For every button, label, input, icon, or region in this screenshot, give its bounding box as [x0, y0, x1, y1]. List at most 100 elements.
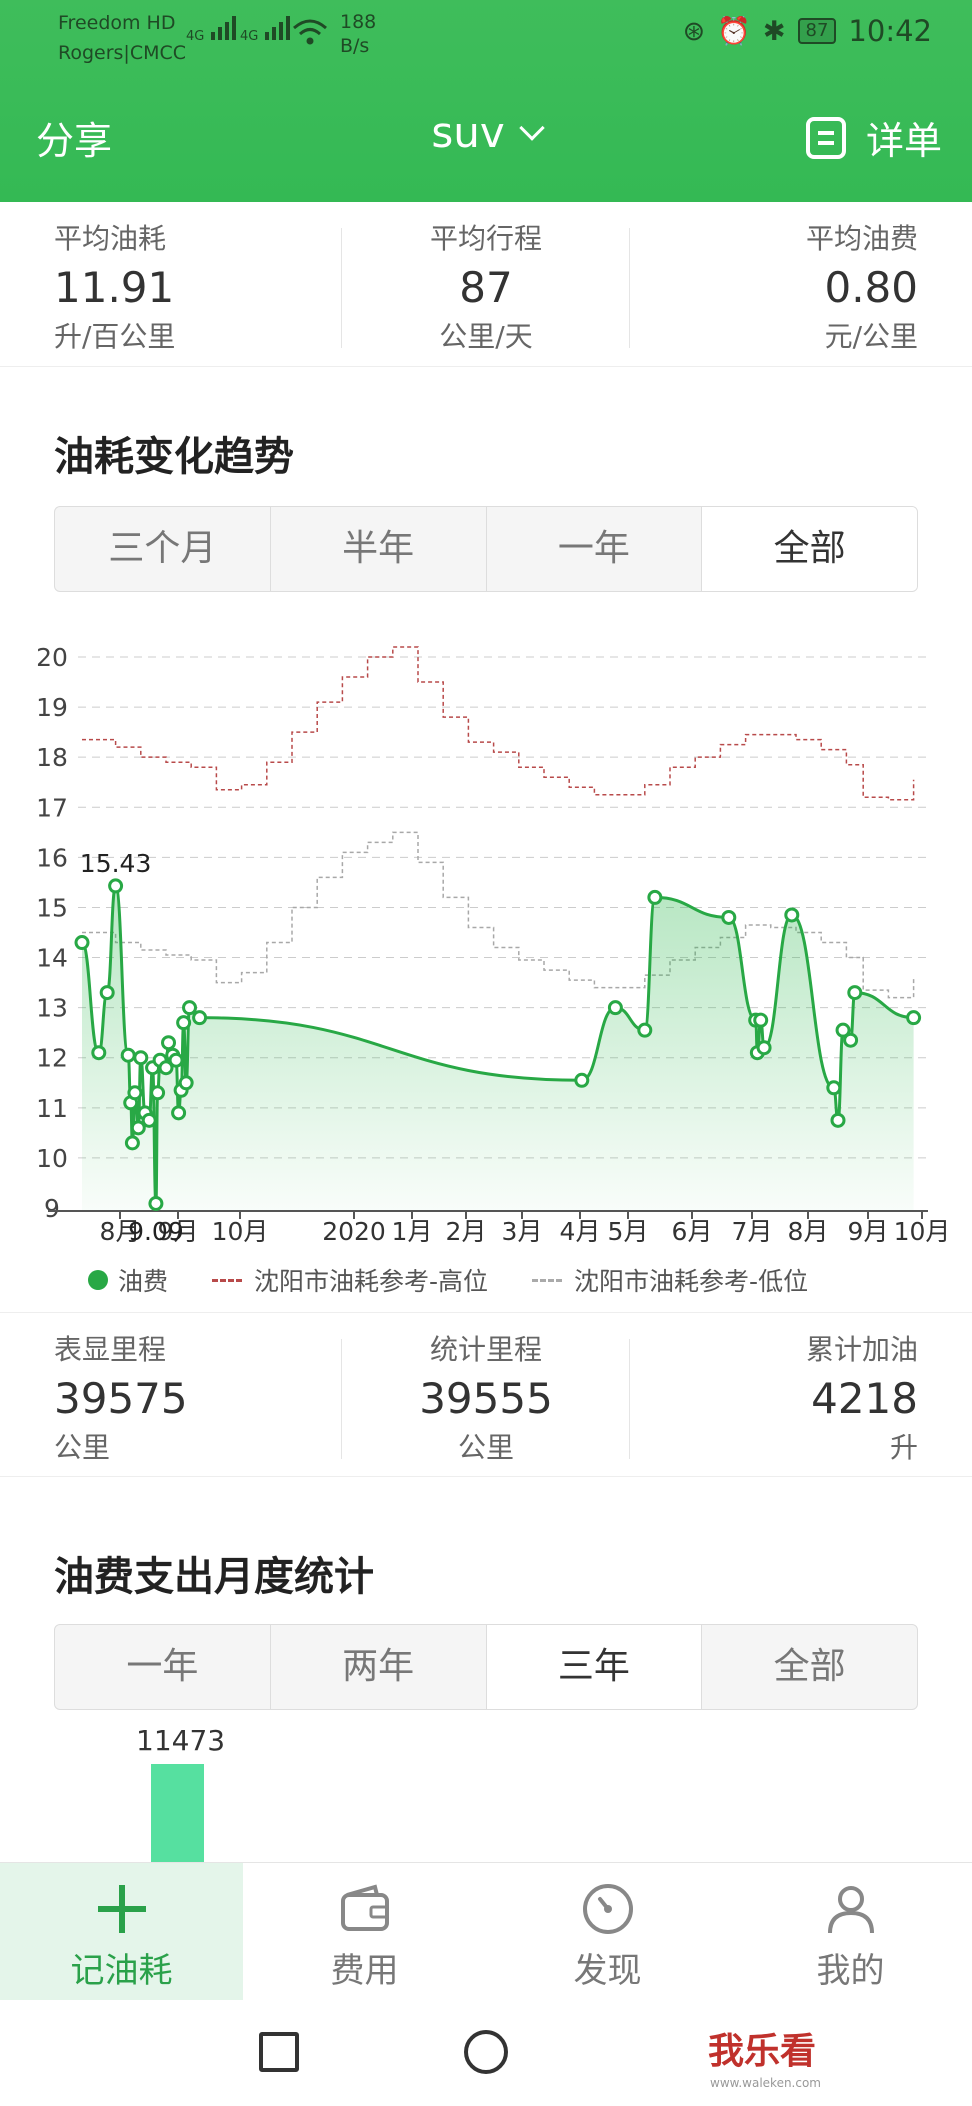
- signal-type-2: 4G: [240, 29, 259, 44]
- y-tick-label: 20: [36, 643, 68, 672]
- trend-range-tabs: 三个月 半年 一年 全部: [54, 506, 918, 592]
- fuel-point: [784, 907, 800, 923]
- fuel-point: [835, 1022, 851, 1038]
- status-right: ⊛ ⏰ ✱ 87 10:42: [683, 14, 932, 48]
- x-tick-label: 8月: [788, 1217, 829, 1246]
- monthly-bar-label: 11473: [136, 1724, 226, 1757]
- x-tick-label: 10月: [894, 1217, 951, 1246]
- range-tab[interactable]: 三个月: [55, 507, 271, 591]
- stat-odometer: 表显里程 39575 公里: [0, 1313, 342, 1476]
- clock: 10:42: [848, 14, 932, 48]
- fuel-point: [843, 1032, 859, 1048]
- fuel-point: [847, 985, 863, 1001]
- wallet-icon: [340, 1884, 389, 1931]
- y-tick-label: 9: [44, 1194, 60, 1223]
- fuel-point: [108, 878, 124, 894]
- range-tab[interactable]: 一年: [55, 1625, 271, 1709]
- range-tab[interactable]: 半年: [271, 507, 487, 591]
- tab-record[interactable]: 记油耗: [0, 1863, 243, 2000]
- carrier-info: Freedom HD Rogers|CMCC: [58, 8, 186, 68]
- y-tick-label: 12: [36, 1044, 68, 1073]
- x-tick-label: 10月: [212, 1217, 269, 1246]
- stat-avg-consumption: 平均油耗 11.91 升/百公里: [0, 202, 342, 366]
- fuel-point: [99, 985, 115, 1001]
- fuel-point: [182, 1000, 198, 1016]
- bottom-tab-bar: 记油耗 费用 发现 我的: [0, 1862, 972, 2000]
- legend-low-marker: [532, 1278, 563, 1282]
- fuel-point: [120, 1047, 136, 1063]
- vehicle-selector[interactable]: suv: [0, 108, 972, 157]
- fuel-point: [637, 1022, 653, 1038]
- min-label: 9.09: [128, 1217, 184, 1246]
- stat-unit: 升: [889, 1431, 918, 1464]
- y-tick-label: 15: [36, 893, 68, 922]
- mileage-stats: 表显里程 39575 公里 统计里程 39555 公里 累计加油 4218 升: [0, 1312, 972, 1477]
- fuel-point: [130, 1120, 146, 1136]
- fuel-point: [74, 935, 90, 951]
- stat-unit: 升/百公里: [54, 320, 176, 353]
- stat-value: 4218: [811, 1374, 918, 1423]
- fuel-point: [192, 1010, 208, 1026]
- fuel-point: [171, 1105, 187, 1121]
- carrier-line2: Rogers|CMCC: [58, 42, 187, 64]
- detail-button[interactable]: 详单: [805, 110, 942, 165]
- tab-discover[interactable]: 发现: [486, 1863, 729, 2000]
- x-tick-label: 4月: [560, 1217, 601, 1246]
- range-tab-selected[interactable]: 三年: [486, 1625, 703, 1709]
- x-tick-label: 7月: [732, 1217, 773, 1246]
- legend-low-label: 沈阳市油耗参考-低位: [574, 1267, 809, 1296]
- range-tab[interactable]: 两年: [271, 1625, 487, 1709]
- tab-discover-label: 发现: [573, 1951, 642, 1991]
- trend-title: 油耗变化趋势: [54, 434, 294, 480]
- share-button[interactable]: 分享: [36, 119, 113, 163]
- stat-avg-trip: 平均行程 87 公里/天: [342, 202, 630, 366]
- chart-legend: 油费 沈阳市油耗参考-高位 沈阳市油耗参考-低位: [88, 1262, 808, 1298]
- fuel-point: [91, 1045, 107, 1061]
- legend-high-marker: [212, 1278, 243, 1282]
- monthly-bar[interactable]: [151, 1764, 204, 1864]
- carrier-line1: Freedom HD: [58, 12, 176, 34]
- home-button[interactable]: [464, 2030, 508, 2074]
- x-tick-label: 9月: [848, 1217, 889, 1246]
- vehicle-name: suv: [431, 108, 505, 157]
- recent-apps-button[interactable]: [259, 2032, 299, 2072]
- tab-record-label: 记油耗: [70, 1951, 173, 1991]
- fuel-point: [141, 1112, 157, 1128]
- list-icon: [805, 116, 846, 159]
- alarm-icon: ⏰: [717, 16, 751, 47]
- stat-value: 39555: [419, 1374, 553, 1423]
- legend-fuel-marker: [88, 1270, 108, 1290]
- range-tab[interactable]: 全部: [773, 1646, 846, 1687]
- reference-line: [82, 646, 915, 801]
- x-tick-label: 2020: [322, 1217, 386, 1246]
- fuel-point: [756, 1040, 772, 1056]
- summary-stats: 平均油耗 11.91 升/百公里 平均行程 87 公里/天 平均油费 0.80 …: [0, 202, 972, 367]
- tab-mine[interactable]: 我的: [729, 1863, 972, 2000]
- y-tick-label: 17: [36, 793, 68, 822]
- tab-mine-label: 我的: [816, 1951, 885, 1991]
- stat-avg-cost: 平均油费 0.80 元/公里: [630, 202, 972, 366]
- x-tick-label: 6月: [672, 1217, 713, 1246]
- range-tab[interactable]: 一年: [487, 507, 703, 591]
- stat-value: 39575: [54, 1374, 188, 1423]
- tab-expense-label: 费用: [330, 1951, 399, 1991]
- x-tick-label: 1月: [392, 1217, 433, 1246]
- x-tick-label: 2月: [446, 1217, 487, 1246]
- stat-label: 统计里程: [429, 1333, 542, 1366]
- fuel-point: [158, 1060, 174, 1076]
- signal-type-1: 4G: [186, 29, 205, 44]
- watermark-url: www.waleken.com: [710, 2076, 821, 2090]
- detail-label: 详单: [865, 119, 942, 163]
- tab-expense[interactable]: 费用: [243, 1863, 486, 2000]
- stat-label: 平均油耗: [54, 222, 167, 255]
- range-tab-selected[interactable]: 全部: [702, 507, 917, 591]
- battery-icon: 87: [797, 18, 837, 44]
- compass-icon: [582, 1884, 633, 1934]
- x-tick-label: 8月: [100, 1217, 141, 1246]
- bluetooth-icon: ✱: [762, 15, 786, 47]
- legend-fuel-label: 油费: [118, 1267, 169, 1296]
- stat-value: 11.91: [54, 263, 175, 312]
- monthly-title: 油费支出月度统计: [54, 1554, 374, 1600]
